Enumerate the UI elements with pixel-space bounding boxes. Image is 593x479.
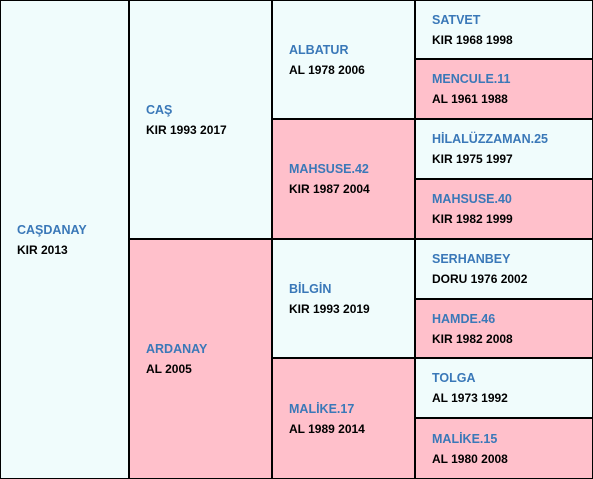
pedigree-g3-8: MALİKE.15 AL 1980 2008 (416, 419, 592, 478)
horse-info: KIR 1993 2019 (289, 301, 370, 316)
horse-name-link[interactable]: SATVET (432, 12, 481, 27)
pedigree-dam-sire: BİLGİN KIR 1993 2019 (273, 240, 414, 357)
horse-info: DORU 1976 2002 (432, 272, 528, 286)
horse-name-link[interactable]: SERHANBEY (432, 252, 511, 266)
horse-info: KIR 1993 2017 (146, 122, 227, 137)
pedigree-dam-dam: MALİKE.17 AL 1989 2014 (273, 359, 414, 478)
pedigree-g3-4: MAHSUSE.40 KIR 1982 1999 (416, 180, 592, 238)
horse-name-link[interactable]: MAHSUSE.40 (432, 192, 512, 206)
pedigree-g3-5: SERHANBEY DORU 1976 2002 (416, 240, 592, 298)
horse-name-link[interactable]: CAŞ (146, 102, 173, 117)
horse-name-link[interactable]: MENCULE.11 (432, 72, 511, 86)
horse-info: KIR 1987 2004 (289, 182, 370, 196)
pedigree-g3-6: HAMDE.46 KIR 1982 2008 (416, 300, 592, 357)
horse-name-link[interactable]: HAMDE.46 (432, 311, 496, 326)
horse-info: AL 2005 (146, 362, 192, 376)
horse-info: AL 1989 2014 (289, 421, 365, 436)
pedigree-subject: CAŞDANAY KIR 2013 (1, 1, 128, 478)
horse-info: AL 1973 1992 (432, 391, 508, 405)
horse-name-link[interactable]: TOLGA (432, 371, 476, 385)
pedigree-sire-sire: ALBATUR AL 1978 2006 (273, 1, 414, 118)
pedigree-g3-7: TOLGA AL 1973 1992 (416, 359, 592, 417)
horse-info: AL 1980 2008 (432, 451, 508, 466)
horse-name-link[interactable]: BİLGİN (289, 281, 332, 296)
horse-name-link[interactable]: CAŞDANAY (17, 222, 87, 237)
pedigree-g3-1: SATVET KIR 1968 1998 (416, 1, 592, 58)
horse-name-link[interactable]: ALBATUR (289, 42, 349, 57)
horse-info: KIR 1968 1998 (432, 32, 513, 47)
horse-name-link[interactable]: MALİKE.15 (432, 431, 498, 446)
horse-info: KIR 2013 (17, 242, 68, 257)
horse-name-link[interactable]: MAHSUSE.42 (289, 162, 369, 176)
pedigree-g3-3: HİLALÜZZAMAN.25 KIR 1975 1997 (416, 120, 592, 178)
horse-info: KIR 1975 1997 (432, 152, 513, 166)
horse-name-link[interactable]: HİLALÜZZAMAN.25 (432, 132, 548, 146)
pedigree-sire: CAŞ KIR 1993 2017 (130, 1, 271, 238)
horse-name-link[interactable]: MALİKE.17 (289, 401, 355, 416)
horse-info: AL 1978 2006 (289, 62, 365, 77)
horse-info: KIR 1982 2008 (432, 331, 513, 346)
horse-name-link[interactable]: ARDANAY (146, 342, 208, 356)
horse-info: AL 1961 1988 (432, 92, 508, 106)
pedigree-sire-dam: MAHSUSE.42 KIR 1987 2004 (273, 120, 414, 238)
horse-info: KIR 1982 1999 (432, 212, 513, 226)
pedigree-g3-2: MENCULE.11 AL 1961 1988 (416, 60, 592, 118)
pedigree-dam: ARDANAY AL 2005 (130, 240, 271, 478)
